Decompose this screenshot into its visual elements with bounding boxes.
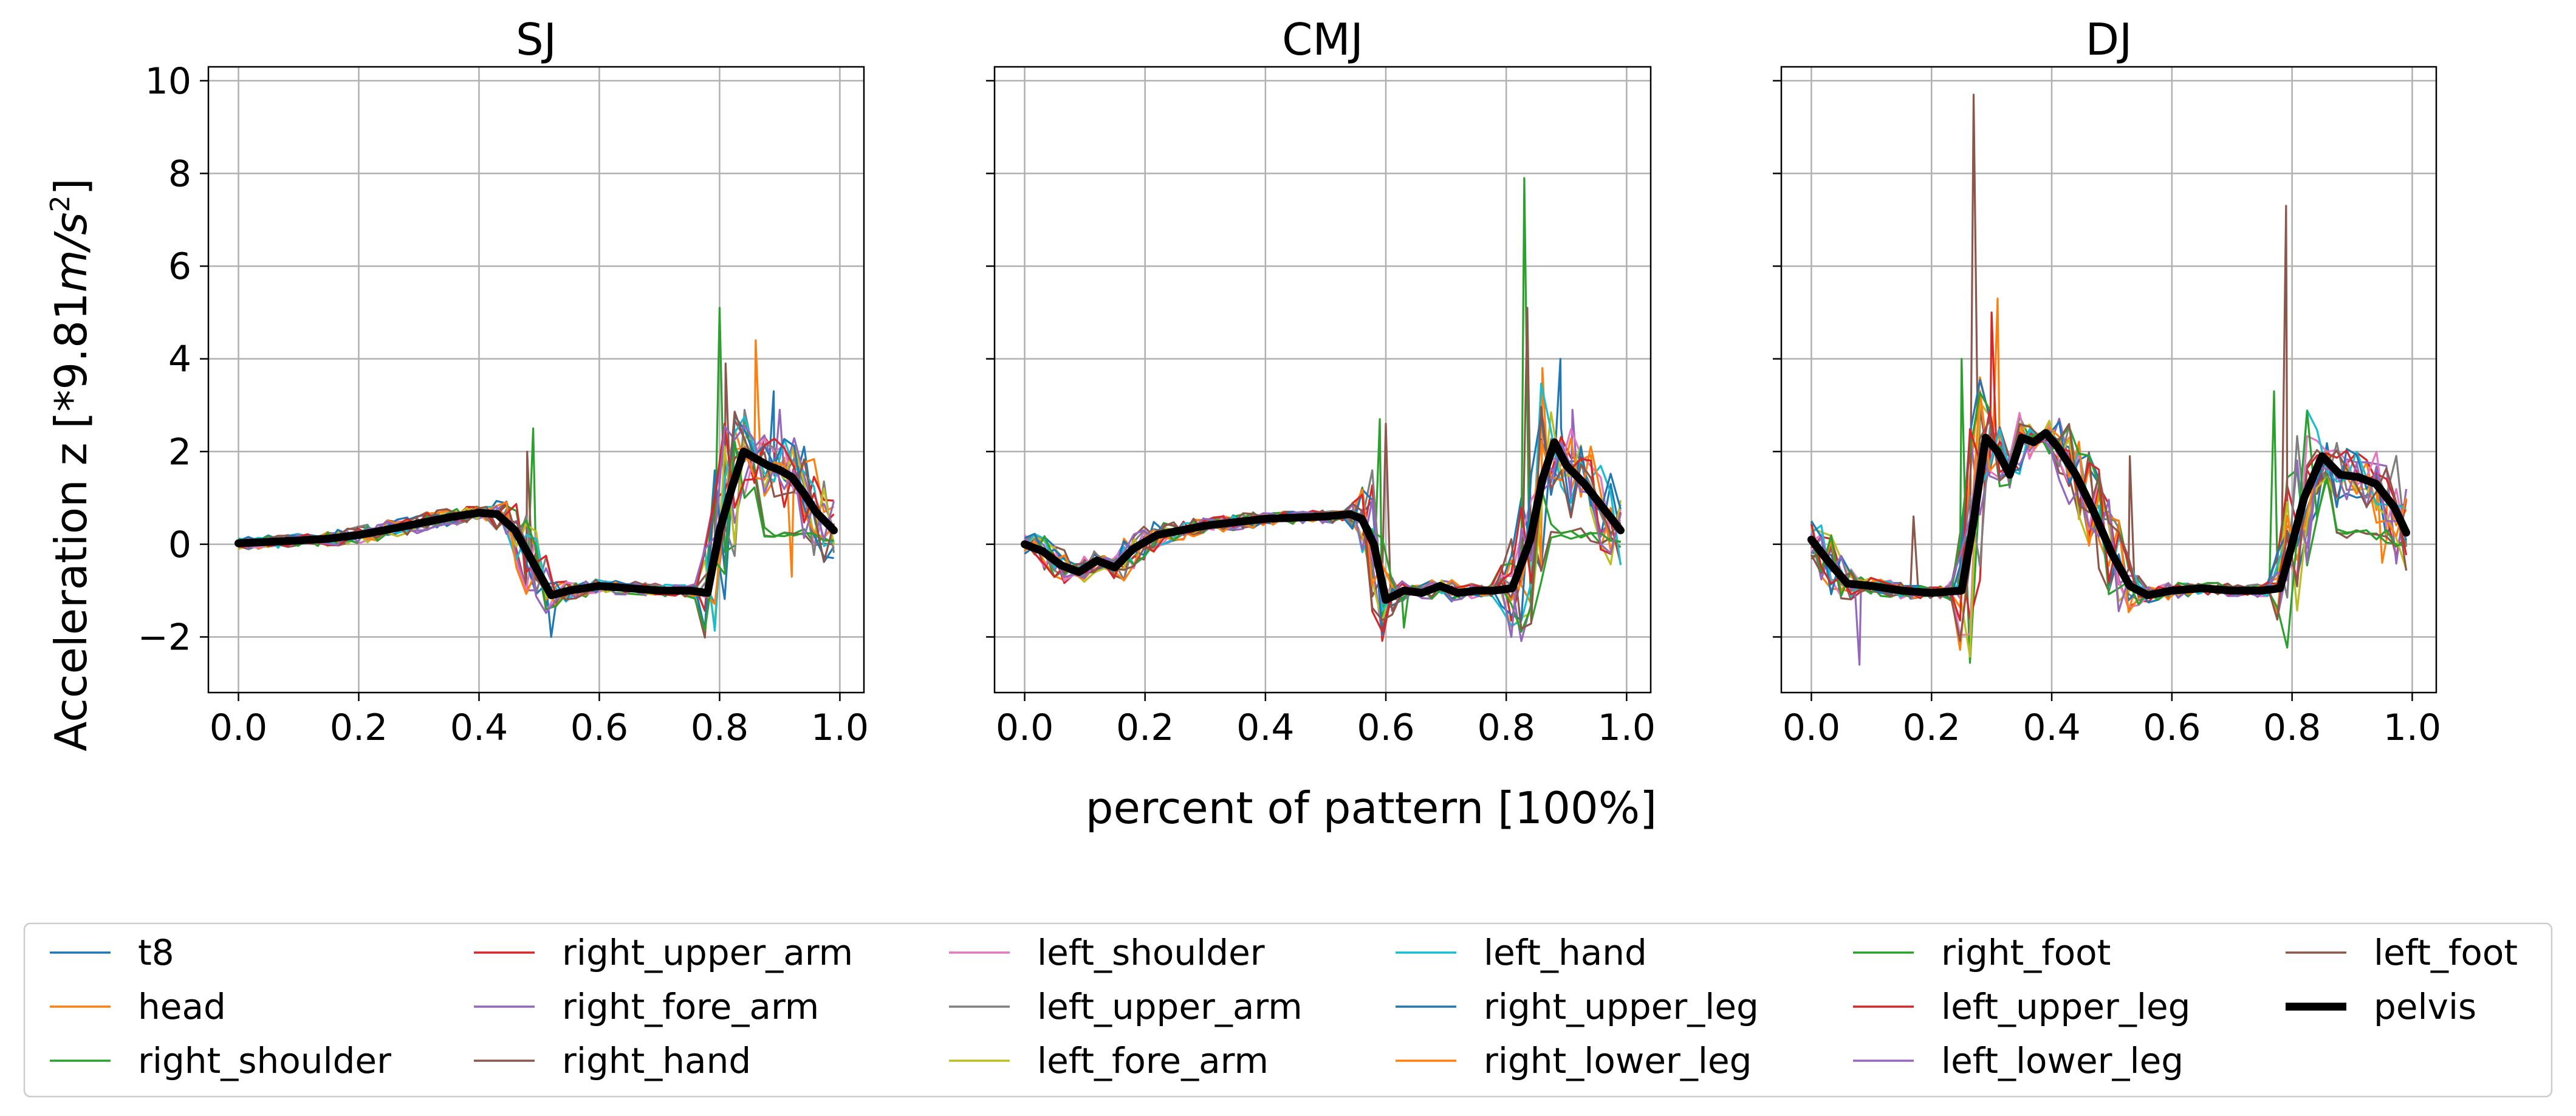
legend-item-right_shoulder: right_shoulder bbox=[50, 1040, 391, 1081]
legend-item-right_lower_leg: right_lower_leg bbox=[1396, 1040, 1752, 1081]
legend: t8headright_shoulderright_upper_armright… bbox=[23, 922, 2553, 1098]
series-line-left_foot bbox=[1024, 406, 1622, 630]
legend-item-t8: t8 bbox=[50, 932, 174, 973]
x-tick-label: 0.0 bbox=[996, 707, 1053, 749]
legend-label: left_upper_leg bbox=[1941, 986, 2190, 1027]
legend-label: head bbox=[138, 986, 226, 1027]
x-axis-label: percent of pattern [100%] bbox=[1086, 782, 1657, 834]
panel-sj: 0.0 0.2 0.4 0.6 0.8 1.0 −2 0 2 4 6 8 10 SJ bbox=[138, 14, 869, 749]
plot-frame bbox=[207, 66, 865, 694]
legend-label: right_lower_leg bbox=[1484, 1040, 1752, 1081]
x-tick-label: 0.0 bbox=[210, 707, 267, 749]
legend-item-left_shoulder: left_shoulder bbox=[949, 932, 1265, 973]
legend-label: right_hand bbox=[562, 1040, 751, 1081]
series-line-left_lower_leg bbox=[1024, 441, 1622, 638]
x-tick-label: 0.6 bbox=[2143, 707, 2201, 749]
legend-item-left_upper_arm: left_upper_arm bbox=[949, 986, 1303, 1027]
series-line-right_hand bbox=[1024, 307, 1622, 612]
legend-label: pelvis bbox=[2374, 986, 2476, 1027]
x-tick-label: 0.4 bbox=[450, 707, 508, 749]
y-axis-label-unit: m/s bbox=[46, 212, 97, 292]
y-tick-label: 0 bbox=[168, 524, 191, 566]
x-tick-label: 0.2 bbox=[1116, 707, 1174, 749]
legend-label: t8 bbox=[138, 932, 174, 973]
legend-item-right_upper_arm: right_upper_arm bbox=[474, 932, 853, 973]
series-line-pelvis bbox=[1021, 438, 1625, 604]
series-line-right_upper_arm bbox=[238, 436, 834, 612]
x-tick-label: 0.6 bbox=[1357, 707, 1414, 749]
y-tick-label: 6 bbox=[168, 245, 191, 288]
series-line-left_lower_leg bbox=[238, 425, 835, 614]
y-tick-label: 4 bbox=[168, 338, 191, 381]
legend-item-left_lower_leg: left_lower_leg bbox=[1853, 1040, 2184, 1081]
series-lines bbox=[1021, 177, 1625, 642]
x-tick-label: 0.0 bbox=[1783, 707, 1840, 749]
legend-label: left_lower_leg bbox=[1941, 1040, 2184, 1081]
legend-label: right_upper_arm bbox=[562, 932, 853, 973]
x-tick-label: 0.2 bbox=[1903, 707, 1961, 749]
legend-label: left_foot bbox=[2374, 932, 2518, 973]
series-lines bbox=[235, 307, 838, 639]
legend-frame bbox=[23, 922, 2553, 1098]
legend-item-left_fore_arm: left_fore_arm bbox=[949, 1040, 1269, 1081]
legend-item-head: head bbox=[50, 986, 226, 1027]
legend-item-pelvis: pelvis bbox=[2286, 986, 2476, 1027]
x-tick-label: 0.4 bbox=[2023, 707, 2080, 749]
legend-label: right_shoulder bbox=[138, 1040, 391, 1081]
legend-item-left_foot: left_foot bbox=[2286, 932, 2518, 973]
y-tick-label: 2 bbox=[168, 431, 191, 473]
x-tick-label: 0.4 bbox=[1236, 707, 1294, 749]
series-lines bbox=[1807, 94, 2411, 666]
grid bbox=[208, 67, 864, 693]
y-tick-label: 10 bbox=[145, 60, 191, 103]
panel-cmj: 0.0 0.2 0.4 0.6 0.8 1.0 CMJ bbox=[986, 14, 1656, 749]
grid bbox=[995, 67, 1651, 693]
y-axis-label: Acceleration z [*9.81m/s2] bbox=[45, 178, 97, 751]
legend-item-right_fore_arm: right_fore_arm bbox=[474, 986, 819, 1027]
x-tick-label: 0.2 bbox=[330, 707, 388, 749]
x-tick-label: 0.8 bbox=[691, 707, 748, 749]
plot-frame bbox=[1780, 66, 2437, 694]
legend-label: right_foot bbox=[1941, 932, 2111, 973]
x-tick-label: 0.6 bbox=[570, 707, 628, 749]
legend-label: right_fore_arm bbox=[562, 986, 819, 1027]
panel-dj: 0.0 0.2 0.4 0.6 0.8 1.0 DJ bbox=[1773, 14, 2441, 749]
panel-title: CMJ bbox=[1282, 14, 1363, 65]
y-axis-label-exponent: 2 bbox=[45, 195, 76, 212]
x-tick-label: 1.0 bbox=[2383, 707, 2441, 749]
legend-label: right_upper_leg bbox=[1484, 986, 1759, 1027]
legend-item-left_hand: left_hand bbox=[1396, 932, 1647, 973]
y-tick-label: 8 bbox=[168, 152, 191, 195]
series-line-pelvis bbox=[235, 447, 838, 600]
grid bbox=[1781, 67, 2436, 693]
x-tick-label: 1.0 bbox=[811, 707, 869, 749]
y-axis-label-suffix: ] bbox=[46, 178, 97, 195]
x-tick-label: 0.8 bbox=[2263, 707, 2321, 749]
plot-frame bbox=[993, 66, 1652, 694]
series-line-pelvis bbox=[1807, 429, 2411, 600]
x-tick-label: 1.0 bbox=[1598, 707, 1656, 749]
legend-label: left_fore_arm bbox=[1037, 1040, 1269, 1081]
series-line-left_fore_arm bbox=[238, 436, 835, 627]
x-tick-label: 0.8 bbox=[1477, 707, 1535, 749]
y-axis-label-prefix: Acceleration z [*9.81 bbox=[46, 292, 97, 751]
y-tick-label: −2 bbox=[138, 616, 191, 659]
panel-title: SJ bbox=[516, 14, 557, 65]
legend-item-left_upper_leg: left_upper_leg bbox=[1853, 986, 2190, 1027]
legend-label: left_hand bbox=[1484, 932, 1647, 973]
legend-label: left_upper_arm bbox=[1037, 986, 1303, 1027]
legend-label: left_shoulder bbox=[1037, 932, 1265, 973]
legend-item-right_upper_leg: right_upper_leg bbox=[1396, 986, 1759, 1027]
legend-item-right_hand: right_hand bbox=[474, 1040, 751, 1081]
panel-title: DJ bbox=[2086, 14, 2132, 65]
legend-item-right_foot: right_foot bbox=[1853, 932, 2111, 973]
